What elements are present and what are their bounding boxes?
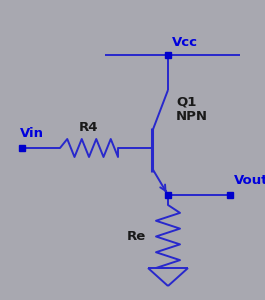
Text: Vout: Vout: [234, 174, 265, 187]
Text: R4: R4: [79, 121, 99, 134]
Text: NPN: NPN: [176, 110, 208, 122]
Text: Q1: Q1: [176, 95, 196, 109]
Text: Re: Re: [127, 230, 146, 243]
Text: Vin: Vin: [20, 127, 44, 140]
Text: Vcc: Vcc: [172, 36, 198, 49]
